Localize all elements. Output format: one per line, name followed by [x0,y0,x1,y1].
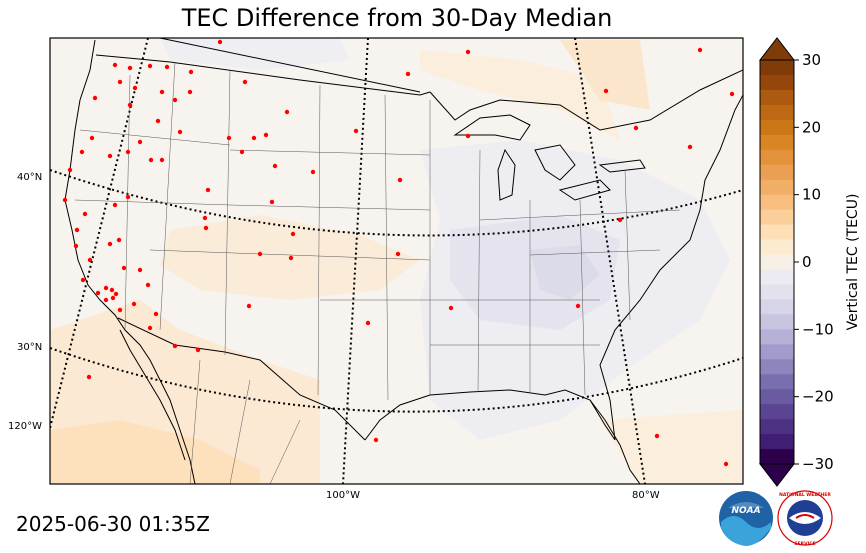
lat-label-40n: 40°N [17,172,43,183]
field-warmer-southwest [50,420,260,484]
nws-logo: NATIONAL WEATHER SERVICE [777,490,833,547]
colorbar-segment [760,284,794,300]
lon-line-120w [50,38,149,429]
field-cooler-east [450,215,620,330]
lake-erie [558,179,611,201]
florida-coast [589,399,641,484]
colorbar-segment [760,389,794,405]
colorbar-segment [760,419,794,435]
colorbar-segment [760,74,794,91]
lon-label-100w: 100°W [326,490,360,501]
field-warm-northeast [560,40,650,110]
colorbar-segment [760,104,794,121]
gulf-coast [364,389,616,441]
canada-border-east [429,69,743,131]
lake-michigan [497,148,516,201]
map-frame [49,37,744,485]
colorbar-tick-label: 0 [802,253,812,271]
svg-text:SERVICE: SERVICE [794,541,815,547]
colorbar-segment [760,374,794,390]
colorbar-segment [760,269,794,285]
page-title: TEC Difference from 30-Day Median [181,4,613,32]
colorbar-segment [760,449,794,465]
colorbar-segment [760,299,794,315]
colorbar-segment [760,224,794,241]
stations [62,39,735,467]
colorbar-segment [760,329,794,345]
field-coolest-east [530,245,600,300]
lat-line-40n [50,169,743,237]
field-cool-north [160,38,350,70]
atlantic-coast [599,94,743,441]
colorbar-tick-label: 30 [802,51,821,69]
colorbar-segment [760,119,794,136]
colorbar-tick-label: 20 [802,118,821,136]
colorbar-segment [760,89,794,106]
noaa-logo: NOAA [719,491,773,546]
colorbar-tick-label: −10 [802,320,834,338]
pacific-coast [64,39,196,484]
colorbar-segment [760,359,794,375]
field-warm-north [420,50,620,140]
colorbar-segment [760,434,794,450]
colorbar-segment [760,134,794,151]
colorbar-tick-label: 10 [802,186,821,204]
logos: NOAA NATIONAL WEATHER SERVICE [719,490,833,547]
lake-superior [453,114,531,141]
baja-coast [119,329,186,461]
lon-label-120w: 120°W [8,421,42,432]
colorbar: 30 20 10 0 −10 −20 −30 [758,37,834,487]
colorbar-segment [760,209,794,226]
colorbar-label: Vertical TEC (TECU) [845,194,861,331]
graticule [50,38,743,484]
colorbar-segment [760,194,794,211]
colorbar-segment [760,239,794,256]
colorbar-segment [760,254,794,270]
map-field [50,38,743,484]
colorbar-segment [760,60,794,76]
lon-line-80w [574,38,646,484]
canada-province-line [159,38,421,93]
lon-label-80w: 80°W [632,490,660,501]
lat-label-30n: 30°N [17,342,43,353]
colorbar-segment [760,344,794,360]
timestamp: 2025-06-30 01:35Z [16,512,210,536]
state-lines [74,61,681,484]
lat-line-30n [50,347,743,413]
svg-text:NOAA: NOAA [731,506,760,516]
colorbar-segment [760,164,794,181]
lake-huron [534,144,576,181]
colorbar-segment [760,404,794,420]
colorbar-extend-max [758,37,796,61]
canada-border-west [95,54,431,96]
colorbar-segment [760,149,794,166]
colorbar-segment [760,314,794,330]
colorbar-tick-label: −30 [802,455,834,473]
colorbar-segment [760,179,794,196]
colorbar-tick-label: −20 [802,388,834,406]
lake-ontario [598,159,646,173]
svg-text:NATIONAL WEATHER: NATIONAL WEATHER [779,492,831,498]
colorbar-extend-min [758,463,796,487]
